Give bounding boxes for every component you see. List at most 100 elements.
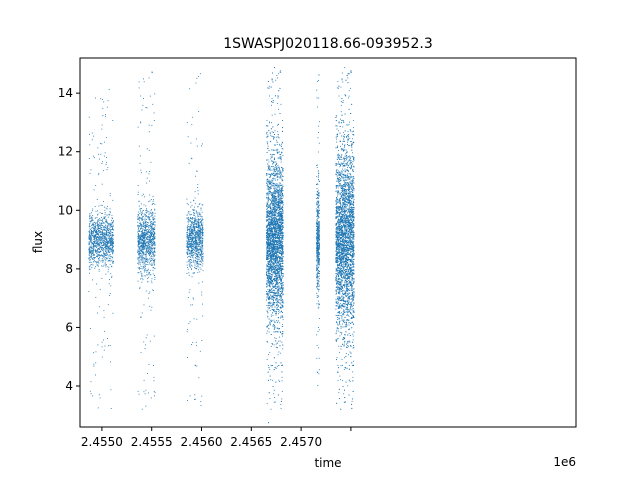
data-point	[107, 243, 109, 245]
data-point	[98, 248, 100, 250]
data-point	[140, 231, 142, 233]
data-point	[145, 241, 147, 243]
data-point	[201, 240, 203, 242]
data-point	[187, 239, 189, 241]
data-point	[201, 291, 203, 293]
data-point	[97, 232, 98, 234]
data-point	[139, 222, 141, 224]
data-point	[200, 251, 202, 253]
data-point	[109, 211, 111, 213]
data-point	[95, 261, 97, 263]
data-point	[109, 254, 111, 256]
data-point	[101, 225, 103, 227]
data-point	[141, 251, 143, 253]
data-point	[147, 250, 149, 252]
data-point	[197, 252, 199, 254]
data-point	[138, 240, 140, 241]
data-point	[92, 219, 94, 221]
data-point	[92, 235, 94, 237]
data-point	[276, 148, 278, 150]
data-point	[189, 231, 191, 232]
data-point	[110, 242, 112, 244]
data-point	[103, 239, 105, 241]
data-point	[277, 192, 279, 194]
data-point	[143, 258, 145, 260]
data-point	[148, 293, 150, 294]
data-point	[101, 246, 103, 248]
data-point	[145, 215, 147, 217]
data-point	[106, 242, 108, 244]
data-point	[199, 203, 201, 205]
data-point	[154, 225, 156, 227]
data-point	[195, 250, 197, 251]
data-point	[200, 242, 202, 244]
data-point	[94, 257, 96, 258]
data-point	[201, 224, 203, 226]
data-point	[151, 213, 153, 215]
data-point	[148, 229, 150, 230]
data-point	[277, 167, 279, 169]
data-point	[152, 259, 154, 261]
data-point	[280, 154, 282, 156]
data-point	[201, 204, 203, 206]
data-point	[196, 171, 198, 172]
data-point	[109, 246, 111, 248]
data-point	[196, 145, 198, 147]
data-point	[267, 145, 269, 147]
data-point	[141, 217, 143, 219]
data-point	[112, 224, 114, 226]
data-point	[193, 212, 194, 214]
data-point	[141, 231, 143, 233]
data-point	[101, 227, 103, 228]
data-point	[138, 205, 140, 207]
data-point	[97, 245, 99, 247]
data-point	[107, 338, 108, 339]
data-point	[151, 228, 153, 230]
data-point	[200, 242, 202, 244]
data-point	[149, 244, 150, 246]
data-point	[148, 242, 150, 244]
data-point	[139, 249, 141, 251]
data-point	[150, 221, 151, 223]
data-point	[89, 239, 91, 241]
data-point	[95, 225, 97, 227]
data-point	[193, 318, 195, 320]
data-point	[109, 208, 111, 210]
data-point	[196, 261, 198, 263]
data-point	[277, 199, 279, 201]
data-point	[200, 229, 202, 231]
data-point	[191, 158, 193, 160]
data-point	[138, 256, 140, 258]
data-point	[90, 328, 91, 329]
data-point	[191, 116, 193, 118]
data-point	[278, 340, 280, 342]
data-point	[103, 349, 105, 351]
data-point	[89, 243, 90, 245]
data-point	[88, 242, 90, 244]
data-point	[192, 232, 193, 234]
data-point	[101, 232, 103, 234]
data-point	[154, 259, 155, 261]
data-point	[98, 174, 100, 176]
data-point	[200, 220, 202, 221]
data-point	[277, 205, 279, 207]
data-point	[144, 267, 146, 269]
data-point	[195, 232, 197, 234]
data-point	[189, 263, 191, 265]
data-point	[282, 288, 283, 289]
data-point	[201, 216, 203, 218]
data-point	[140, 121, 142, 123]
data-point	[142, 275, 144, 277]
data-point	[149, 274, 151, 276]
data-point	[152, 228, 154, 230]
data-point	[89, 235, 91, 237]
data-point	[145, 234, 146, 236]
data-point	[147, 270, 149, 272]
data-point	[193, 259, 195, 261]
data-point	[274, 292, 276, 294]
data-point	[149, 262, 150, 264]
data-point	[278, 279, 280, 281]
data-point	[273, 324, 274, 325]
data-point	[96, 283, 98, 285]
data-point	[93, 226, 95, 227]
